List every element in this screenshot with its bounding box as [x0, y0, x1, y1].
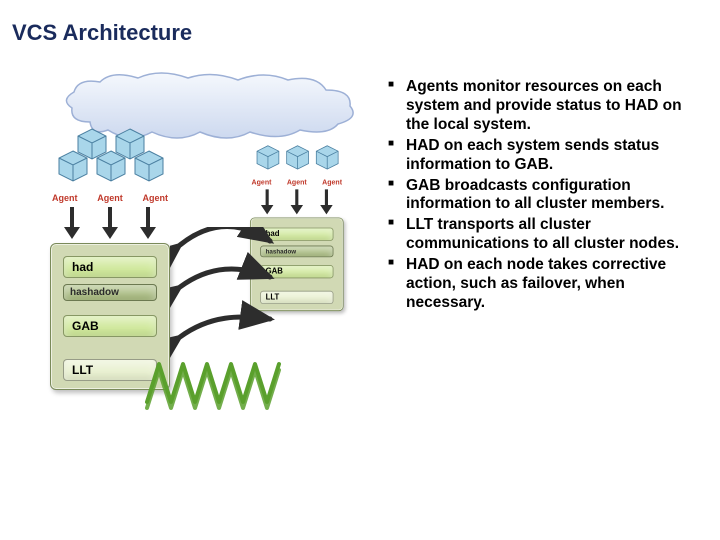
resource-cube-icon [75, 127, 109, 161]
hashadow-layer: hashadow [260, 246, 333, 258]
arrows-agents-to-had [50, 205, 170, 241]
architecture-diagram: Agent Agent Agent had hashadow GAB LLT [40, 72, 380, 492]
agent-label: Agent [52, 193, 78, 203]
had-layer: had [260, 228, 333, 241]
agent-label: Agent [287, 178, 307, 186]
resource-cube-icon [314, 144, 341, 171]
llt-layer: LLT [63, 359, 157, 381]
bullet-item: GAB broadcasts configuration information… [388, 177, 708, 215]
resource-cube-icon [113, 127, 147, 161]
llt-layer: LLT [260, 291, 333, 304]
gab-layer: GAB [260, 265, 333, 278]
resource-cube-icon [284, 144, 311, 171]
node-box: had hashadow GAB LLT [250, 217, 344, 311]
cluster-node-right: Agent Agent Agent had hashadow GAB LLT [250, 127, 344, 311]
bullet-list: Agents monitor resources on each system … [388, 78, 708, 315]
cluster-node-left: Agent Agent Agent had hashadow GAB LLT [50, 127, 170, 390]
agent-label: Agent [143, 193, 169, 203]
page-title: VCS Architecture [12, 20, 192, 46]
agent-label: Agent [97, 193, 123, 203]
bullet-item: Agents monitor resources on each system … [388, 78, 708, 135]
bullet-item: LLT transports all cluster communication… [388, 216, 708, 254]
hashadow-layer: hashadow [63, 284, 157, 301]
bullet-item: HAD on each node takes corrective action… [388, 256, 708, 313]
llt-link-zigzag [145, 352, 285, 412]
agents-row: Agent Agent Agent [250, 178, 344, 186]
had-layer: had [63, 256, 157, 278]
bullet-item: HAD on each system sends status informat… [388, 137, 708, 175]
resource-cubes [50, 127, 170, 191]
agents-row: Agent Agent Agent [50, 193, 170, 203]
resource-cube-icon [255, 144, 282, 171]
gab-layer: GAB [63, 315, 157, 337]
arrows-agents-to-had [250, 188, 344, 216]
agent-label: Agent [322, 178, 342, 186]
resource-cubes [250, 127, 344, 177]
agent-label: Agent [252, 178, 272, 186]
